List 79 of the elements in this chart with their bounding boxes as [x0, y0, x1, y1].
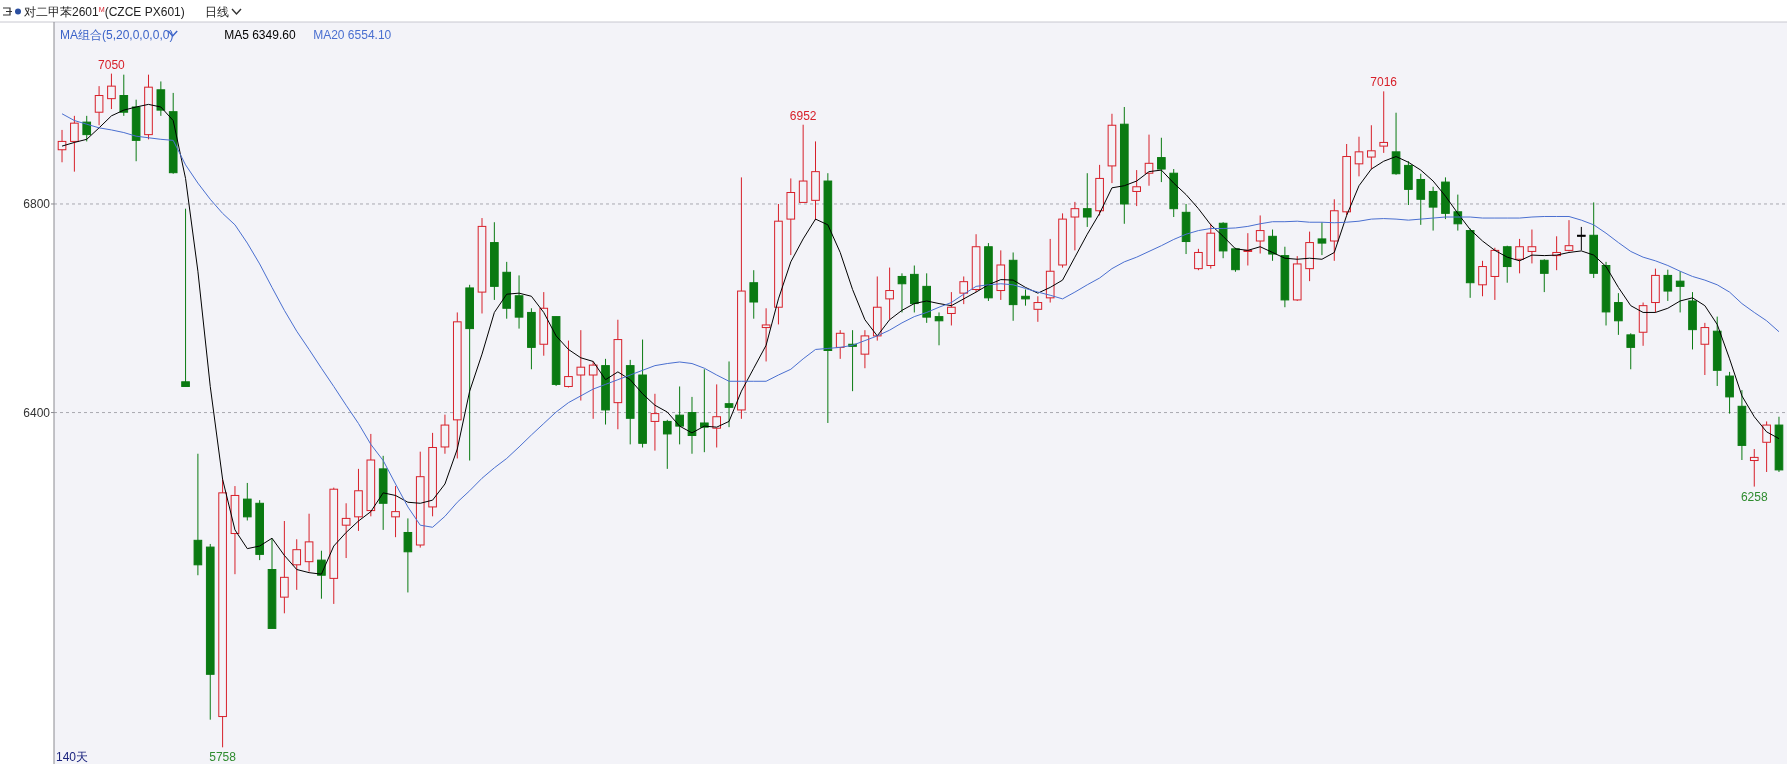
candlestick	[934, 311, 944, 346]
candlestick	[662, 419, 672, 470]
candlestick	[1157, 137, 1166, 183]
candlestick	[304, 513, 314, 573]
candlestick	[1070, 201, 1080, 251]
candlestick	[1416, 173, 1426, 226]
candlestick	[1082, 172, 1092, 228]
candlestick	[897, 272, 907, 313]
candlestick	[1194, 248, 1203, 271]
candlestick	[1626, 332, 1636, 370]
candlestick	[650, 393, 660, 452]
candlestick	[514, 274, 524, 330]
candlestick	[82, 115, 92, 142]
candlestick	[57, 129, 67, 163]
candlestick	[107, 73, 116, 110]
candlestick	[1033, 295, 1043, 323]
candlestick	[885, 267, 894, 321]
candlestick	[403, 517, 413, 593]
candlestick	[700, 368, 709, 453]
candlestick	[860, 329, 870, 369]
candlestick	[341, 502, 351, 559]
candlestick	[1255, 214, 1265, 255]
candlestick	[280, 520, 289, 614]
chart-subtitle: 日线	[205, 5, 229, 19]
candlestick	[724, 360, 734, 428]
candlestick	[1515, 238, 1524, 274]
candlestick	[761, 307, 771, 362]
y-tick-label: 6800	[23, 197, 51, 212]
candlestick	[181, 208, 190, 387]
candlestick	[1663, 269, 1673, 302]
candlestick	[1268, 229, 1277, 262]
candlestick	[1675, 270, 1685, 313]
annotation: 140天	[56, 750, 89, 764]
candlestick	[1354, 136, 1364, 177]
candlestick	[1404, 160, 1413, 206]
candlestick	[749, 269, 759, 320]
candlestick	[1539, 258, 1549, 293]
candlestick	[1527, 229, 1537, 264]
candlestick	[391, 485, 400, 538]
text: MA20 6554.10	[313, 28, 392, 42]
text: MA5 6349.60	[224, 28, 296, 42]
candlestick	[588, 360, 598, 420]
candlestick	[242, 482, 252, 521]
annotation: 7050	[98, 57, 126, 72]
candlestick	[292, 538, 302, 591]
candlestick	[1725, 371, 1734, 415]
chart-title: 对二甲苯2601$^{M}$(CZCE PX601)	[24, 4, 185, 19]
annotation: 7016	[1370, 75, 1398, 90]
candlestick	[156, 80, 166, 117]
candlestick	[675, 385, 684, 445]
candlestick	[70, 115, 79, 173]
candlestick	[1317, 221, 1327, 256]
candlestick	[1132, 169, 1141, 207]
candlestick	[576, 329, 586, 402]
candlestick	[1379, 90, 1389, 154]
candlestick	[1478, 260, 1487, 297]
y-tick-label: 6400	[23, 405, 51, 420]
candlestick	[959, 275, 969, 305]
annotation: 6952	[789, 108, 817, 123]
candlestick	[119, 74, 129, 117]
candlestick	[1614, 292, 1623, 336]
candlestick	[564, 340, 573, 389]
candlestick	[440, 414, 450, 455]
candlestick	[1700, 322, 1710, 376]
candlestick	[94, 85, 104, 126]
candlestick	[947, 291, 956, 326]
candlestick	[1577, 226, 1586, 251]
candlestick	[1762, 420, 1771, 473]
candlestick	[1749, 448, 1759, 488]
annotation: 5758	[209, 750, 237, 764]
candlestick	[1564, 219, 1574, 252]
annotation: 6258	[1740, 489, 1768, 504]
candlestick	[712, 383, 722, 448]
candlestick	[798, 124, 808, 203]
candlestick	[835, 329, 845, 360]
candlestick	[1428, 186, 1438, 232]
candlestick	[1391, 112, 1401, 176]
candlestick	[1367, 124, 1376, 170]
legend-title: MA组合(5,20,0,0,0,0)	[60, 28, 174, 42]
